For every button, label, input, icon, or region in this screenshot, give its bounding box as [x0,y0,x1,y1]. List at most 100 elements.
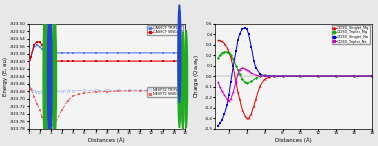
QCISD_Singlet_Mg [298,75,303,77]
QCISD_Singlet_Mg [231,67,235,69]
QCISD_Singlet_Na [258,73,262,75]
Circle shape [43,10,47,146]
QCISD_Triplet_Na [235,73,240,75]
QCISD_Singlet_Mg [316,75,321,77]
QCISD_Singlet_Mg [252,105,256,106]
QCISD_Triplet_Mg [370,75,374,77]
QCISD_Triplet_Mg [298,75,303,77]
QCISD_Triplet_Na [262,75,267,77]
QCISD_Triplet_Mg [352,75,356,77]
QCISD_Triplet_Mg [240,78,245,80]
QCISD_Triplet_Mg [280,75,285,77]
QCISD_Triplet_Mg [216,57,220,59]
QCISD_Singlet_Na [334,75,338,77]
QCISD_Singlet_Mg [237,98,242,100]
QCISD_Singlet_Na [316,75,321,77]
QCISD_Singlet_Mg [262,78,267,80]
QCISD_Singlet_Mg [227,51,231,53]
Line: QCISD_Singlet_Mg: QCISD_Singlet_Mg [217,39,373,119]
QCISD_Triplet_Mg [222,51,227,53]
Circle shape [178,30,181,128]
QCISD_Triplet_Na [227,100,231,102]
QCISD_Singlet_Mg [225,47,229,49]
QCISD_Triplet_Na [220,90,224,92]
QCISD_Singlet_Na [220,119,224,121]
X-axis label: Distances (Å): Distances (Å) [275,137,312,142]
QCISD_Singlet_Mg [240,109,245,111]
QCISD_Triplet_Mg [235,69,240,71]
QCISD_Singlet_Mg [258,85,262,86]
QCISD_Triplet_Mg [316,75,321,77]
QCISD_Triplet_Na [237,69,242,71]
QCISD_Triplet_Na [216,82,220,83]
QCISD_Singlet_Na [235,40,240,41]
QCISD_Triplet_Na [228,98,233,100]
Legend: QCISD_Singlet_Mg, QCISD_Triplet_Mg, QCISD_Singlet_Na, QCISD_Triplet_Na: QCISD_Singlet_Mg, QCISD_Triplet_Mg, QCIS… [332,25,370,44]
QCISD_Singlet_Na [249,46,254,48]
QCISD_Triplet_Na [254,74,258,76]
QCISD_Triplet_Mg [234,65,238,66]
QCISD_Singlet_Mg [271,75,276,77]
Circle shape [48,13,52,146]
QCISD_Singlet_Na [262,75,267,77]
QCISD_Singlet_Na [231,65,235,66]
QCISD_Singlet_Mg [249,113,254,115]
QCISD_Singlet_Mg [267,76,271,78]
QCISD_Triplet_Mg [231,58,235,60]
QCISD_Singlet_Na [222,113,227,115]
QCISD_Singlet_Mg [254,98,258,100]
QCISD_Triplet_Mg [227,52,231,54]
QCISD_Triplet_Na [240,67,245,69]
QCISD_Singlet_Mg [220,41,224,42]
QCISD_Triplet_Mg [243,82,247,83]
QCISD_Singlet_Na [237,33,242,35]
Y-axis label: Charge (Q$_{Na/Mg}$): Charge (Q$_{Na/Mg}$) [193,54,203,98]
QCISD_Triplet_Mg [218,54,222,56]
QCISD_Singlet_Na [234,50,238,52]
QCISD_Singlet_Mg [243,115,247,117]
QCISD_Triplet_Na [231,91,235,93]
QCISD_Triplet_Na [245,69,249,71]
QCISD_Triplet_Mg [220,52,224,54]
QCISD_Singlet_Na [352,75,356,77]
QCISD_Singlet_Na [267,75,271,77]
QCISD_Singlet_Mg [228,56,233,58]
QCISD_Triplet_Na [234,80,238,82]
QCISD_Singlet_Mg [222,43,227,44]
QCISD_Triplet_Na [352,75,356,77]
QCISD_Singlet_Na [370,75,374,77]
QCISD_Triplet_Na [222,94,227,96]
QCISD_Singlet_Na [243,27,247,29]
Circle shape [185,30,187,128]
QCISD_Singlet_Mg [245,117,249,119]
Line: QCISD_Triplet_Na: QCISD_Triplet_Na [217,66,373,103]
QCISD_Singlet_Mg [370,75,374,77]
QCISD_Triplet_Na [225,98,229,100]
QCISD_Singlet_Mg [334,75,338,77]
QCISD_Triplet_Mg [237,73,242,75]
Circle shape [181,32,184,130]
QCISD_Triplet_Na [271,75,276,77]
QCISD_Singlet_Na [240,28,245,30]
QCISD_Singlet_Na [280,75,285,77]
QCISD_Singlet_Na [252,61,256,62]
QCISD_Triplet_Na [243,68,247,70]
QCISD_Singlet_Na [271,75,276,77]
QCISD_Singlet_Na [228,82,233,83]
QCISD_Singlet_Na [254,67,258,69]
QCISD_Triplet_Mg [334,75,338,77]
QCISD_Triplet_Na [218,86,222,87]
QCISD_Singlet_Mg [216,40,220,41]
QCISD_Triplet_Mg [228,54,233,56]
QCISD_Triplet_Mg [271,75,276,77]
QCISD_Singlet_Na [216,125,220,126]
X-axis label: Distances (Å): Distances (Å) [88,137,125,142]
QCISD_Triplet_Mg [262,74,267,76]
QCISD_Singlet_Mg [218,40,222,41]
QCISD_Triplet_Na [334,75,338,77]
QCISD_Triplet_Mg [258,75,262,77]
QCISD_Triplet_Mg [245,83,249,84]
QCISD_Singlet_Mg [246,117,251,119]
QCISD_Singlet_Na [245,28,249,30]
QCISD_Singlet_Na [298,75,303,77]
